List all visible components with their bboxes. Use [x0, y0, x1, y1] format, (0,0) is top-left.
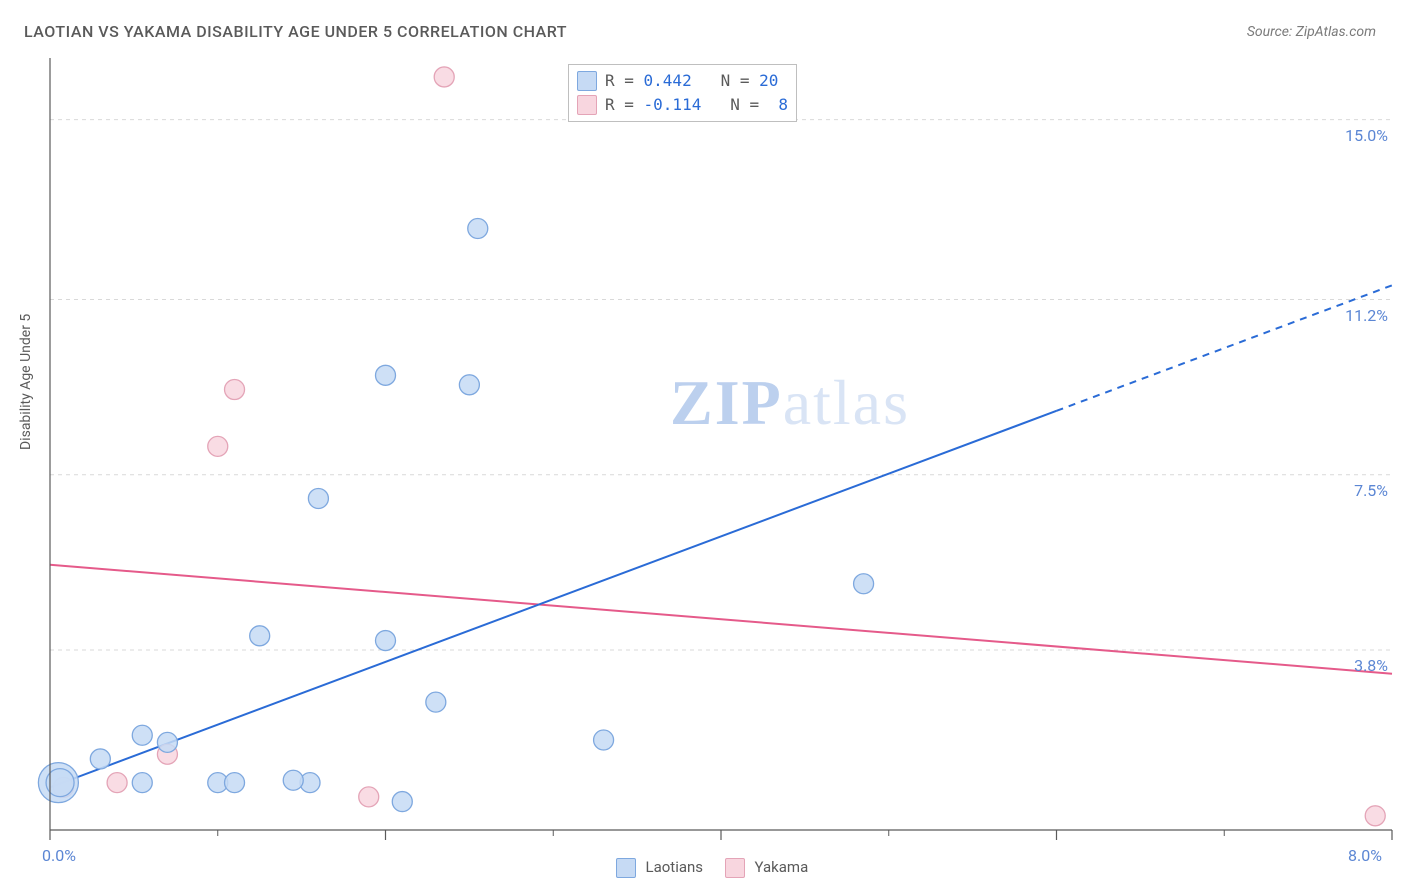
stats-text-laotians: R = 0.442 N = 20 [605, 69, 778, 93]
y-tick-label: 7.5% [1354, 481, 1388, 500]
bottom-legend: Laotians Yakama [0, 858, 1406, 878]
legend-label-laotians: Laotians [646, 858, 704, 876]
y-tick-label: 3.8% [1354, 656, 1388, 675]
watermark-atlas: atlas [783, 367, 910, 438]
y-tick-label: 15.0% [1345, 126, 1388, 145]
chart-canvas [0, 0, 1406, 892]
swatch-yakama-icon [725, 858, 745, 878]
legend-label-yakama: Yakama [755, 858, 809, 876]
swatch-laotians-icon [616, 858, 636, 878]
swatch-laotians-icon [577, 71, 597, 91]
stats-row-laotians: R = 0.442 N = 20 [577, 69, 788, 93]
watermark: ZIPatlas [670, 366, 910, 440]
y-tick-label: 11.2% [1345, 306, 1388, 325]
stats-legend-box: R = 0.442 N = 20 R = -0.114 N = 8 [568, 64, 797, 122]
swatch-yakama-icon [577, 95, 597, 115]
watermark-zip: ZIP [670, 367, 783, 438]
stats-row-yakama: R = -0.114 N = 8 [577, 93, 788, 117]
stats-text-yakama: R = -0.114 N = 8 [605, 93, 788, 117]
